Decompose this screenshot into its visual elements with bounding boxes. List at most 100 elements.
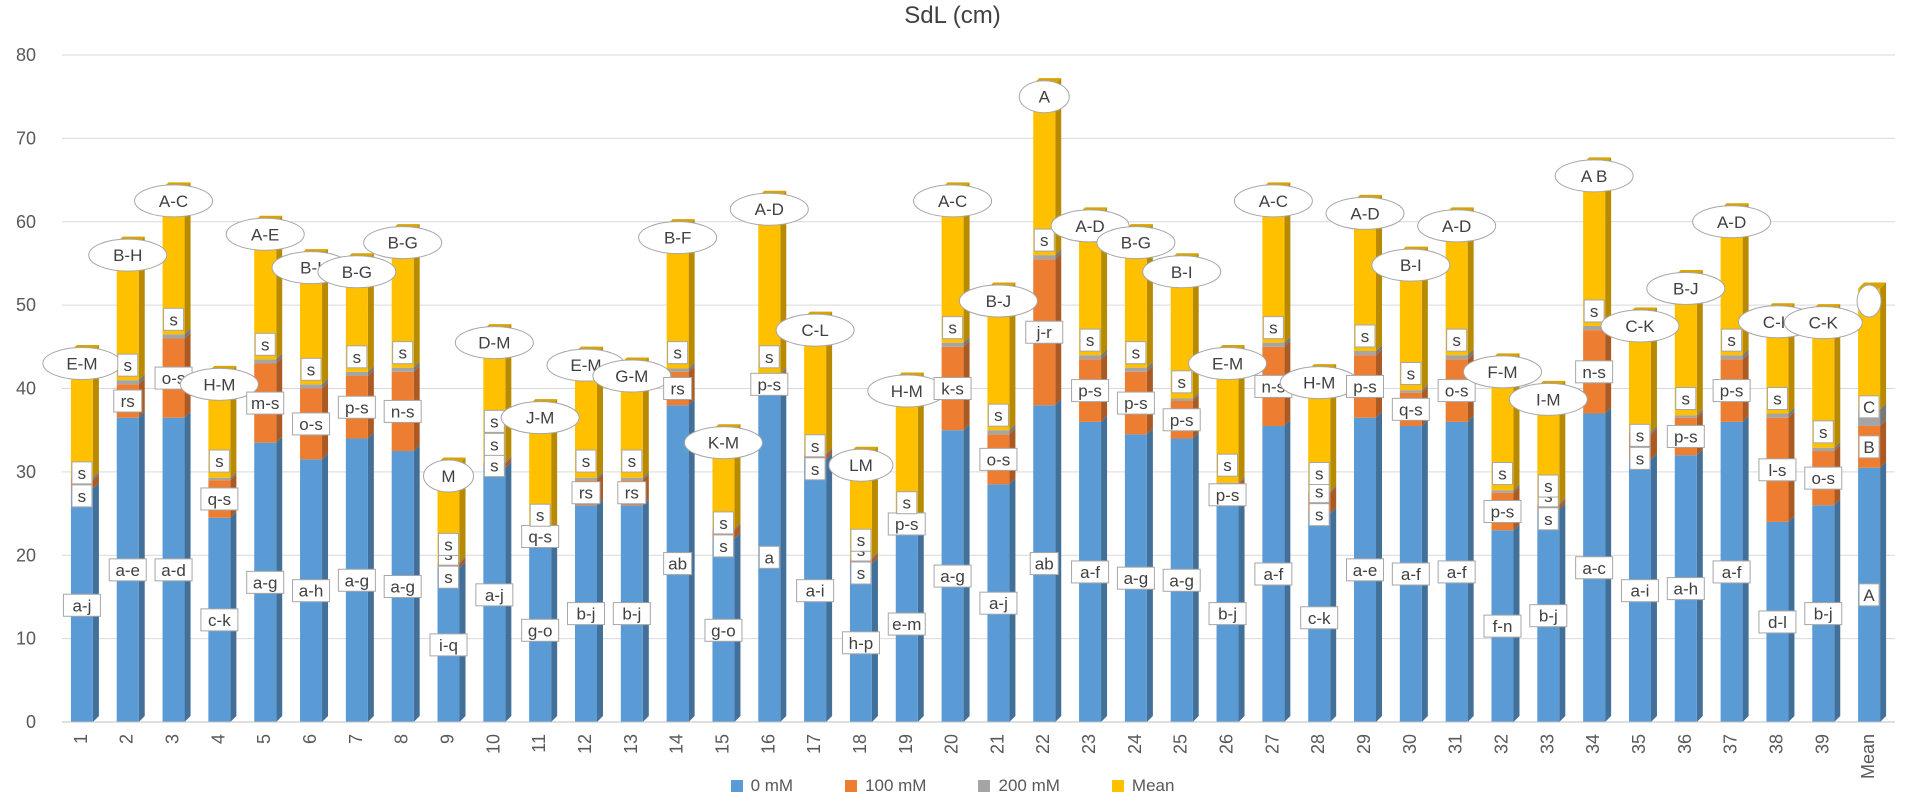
bar-side xyxy=(1605,157,1612,326)
group-label: s xyxy=(1636,449,1645,468)
group-label: a-h xyxy=(299,582,324,601)
group-label: s xyxy=(1269,319,1278,338)
bar-side xyxy=(596,471,603,481)
group-label-box xyxy=(62,593,101,617)
group-label: J-M xyxy=(526,409,554,428)
group-label: B-G xyxy=(388,234,418,253)
group-label: s xyxy=(169,310,178,329)
group-label: s xyxy=(673,344,682,363)
bar-side xyxy=(1009,424,1016,435)
x-tick-label: 3 xyxy=(163,734,183,744)
group-label-oval xyxy=(1692,205,1772,239)
group-label: H-M xyxy=(891,382,923,401)
group-label: B-I xyxy=(300,259,322,278)
x-tick-label: 18 xyxy=(850,734,870,754)
legend-item: 200 mM xyxy=(978,776,1060,796)
x-tick-label: 17 xyxy=(804,734,824,754)
bar-side xyxy=(1055,78,1062,256)
group-label-box xyxy=(1125,341,1147,365)
group-label-box xyxy=(1858,395,1880,419)
group-label: g-o xyxy=(711,621,736,640)
group-label: b-j xyxy=(622,605,641,624)
group-label-box xyxy=(429,633,468,657)
group-label-box xyxy=(246,391,285,415)
x-tick-label: 19 xyxy=(896,734,916,754)
bar-200-mm xyxy=(300,384,323,389)
group-label-box xyxy=(841,631,880,655)
group-label: D-M xyxy=(478,334,510,353)
bar-side xyxy=(734,524,741,539)
chart-title: SdL (cm) xyxy=(904,2,1001,29)
group-label: p-s xyxy=(895,515,919,534)
bar-side xyxy=(1238,476,1245,485)
x-tick-label: 22 xyxy=(1033,734,1053,754)
bar-mean xyxy=(254,221,277,360)
group-label: rs xyxy=(121,392,135,411)
bar-side xyxy=(1467,207,1474,356)
group-label-box xyxy=(1483,499,1522,523)
bar-200-mm xyxy=(1079,355,1102,360)
bar-200-mm xyxy=(1170,398,1193,402)
group-label: a xyxy=(765,548,775,567)
group-label: F-M xyxy=(1487,363,1517,382)
group-label: I-M xyxy=(1536,390,1561,409)
bar-mean xyxy=(162,188,185,335)
bar-side xyxy=(734,522,741,531)
group-label: B-G xyxy=(342,263,372,282)
x-tick-label: 9 xyxy=(438,734,458,744)
group-label: o-s xyxy=(987,450,1011,469)
group-label-box xyxy=(804,457,826,481)
group-label: H-M xyxy=(1303,374,1335,393)
group-label-box xyxy=(1071,379,1110,403)
group-label-box xyxy=(1766,387,1788,411)
group-label: A-D xyxy=(1442,217,1471,236)
y-tick-label: 50 xyxy=(16,295,36,315)
group-label-box xyxy=(571,481,601,505)
x-tick-label: 16 xyxy=(758,734,778,754)
group-label-box xyxy=(758,545,780,569)
group-label: n-s xyxy=(1582,363,1606,382)
group-label-oval xyxy=(1554,159,1634,193)
group-label-box xyxy=(1812,420,1834,444)
group-label: s xyxy=(123,356,132,375)
group-label: b-j xyxy=(1539,607,1558,626)
group-label-box xyxy=(1712,560,1751,584)
group-label-box xyxy=(1262,316,1284,340)
group-label: b-j xyxy=(577,605,596,624)
group-label: a-h xyxy=(1673,580,1698,599)
x-tick-label: 14 xyxy=(667,734,687,754)
group-label: B-F xyxy=(664,229,691,248)
group-label-box xyxy=(1491,462,1513,486)
x-axis: 1 2 3 4 5 6 7 8 9 10 11 12 13 14 15 16 17 18 19 20 21 22 23 24 2… xyxy=(62,721,1895,779)
bar-mean xyxy=(1170,259,1193,399)
y-tick-label: 60 xyxy=(16,212,36,232)
x-tick-label: 38 xyxy=(1766,734,1786,754)
group-label: A B xyxy=(1581,167,1607,186)
bar-side xyxy=(871,553,878,564)
group-label-box xyxy=(1029,552,1059,576)
y-tick-label: 80 xyxy=(16,45,36,65)
bar-mean xyxy=(1812,310,1835,448)
group-label: s xyxy=(1819,423,1828,442)
group-label: s xyxy=(1361,327,1370,346)
group-label: rs xyxy=(625,484,639,503)
group-label: B-I xyxy=(1171,263,1193,282)
bar-side xyxy=(1880,420,1887,468)
x-tick-label: 35 xyxy=(1629,734,1649,754)
bar-mean xyxy=(1399,252,1422,391)
group-label: s xyxy=(1452,331,1461,350)
group-label-box xyxy=(117,353,139,377)
bar-side xyxy=(688,219,695,369)
group-label: o-s xyxy=(1445,382,1469,401)
group-label-box xyxy=(712,534,734,558)
group-label-box xyxy=(254,332,276,356)
bar-200-mm xyxy=(1674,415,1697,418)
group-label-box xyxy=(617,481,647,505)
group-label-oval xyxy=(317,255,397,289)
bar-side xyxy=(1788,407,1795,418)
group-label-box xyxy=(758,345,780,369)
group-label-box xyxy=(933,564,972,588)
group-label-box xyxy=(667,341,689,365)
bar-side xyxy=(1146,224,1153,368)
bar-side xyxy=(1880,282,1887,410)
